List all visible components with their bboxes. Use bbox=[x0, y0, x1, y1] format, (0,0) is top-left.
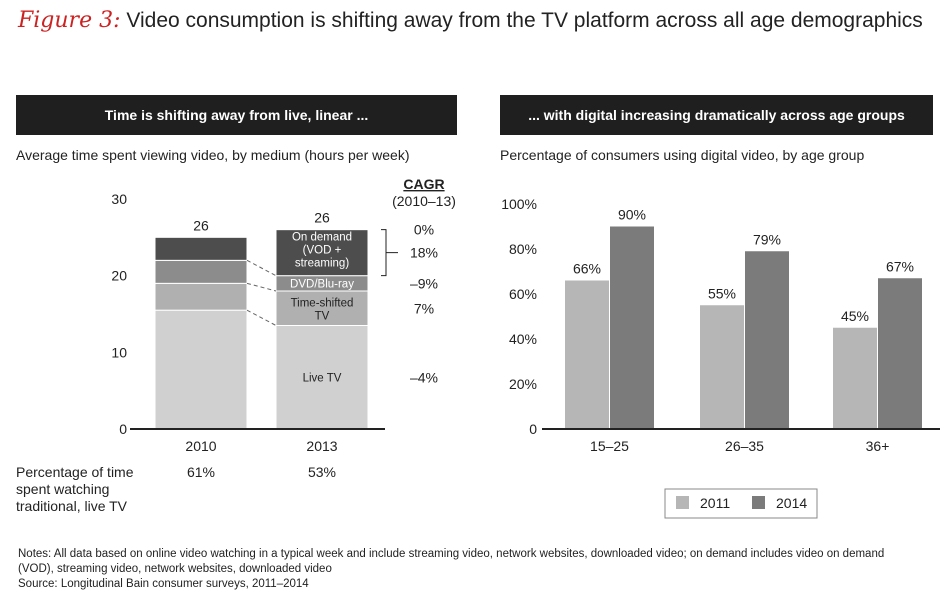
legend-label-2011: 2011 bbox=[700, 495, 730, 511]
notes-line-2: (VOD), streaming video, network websites… bbox=[18, 563, 332, 575]
connector-line bbox=[246, 282, 277, 292]
right-ytick-label: 40% bbox=[509, 331, 537, 347]
right-ytick-label: 20% bbox=[509, 376, 537, 392]
pct-value: 61% bbox=[187, 464, 215, 480]
right-ytick-label: 60% bbox=[509, 286, 537, 302]
segment-label-dvd: DVD/Blu-ray bbox=[290, 278, 354, 290]
right-xtick-label: 26–35 bbox=[725, 438, 764, 454]
left-ytick-label: 20 bbox=[111, 268, 127, 284]
bar-2014 bbox=[610, 226, 654, 429]
left-xtick-label: 2010 bbox=[185, 438, 216, 454]
right-chart-subtitle: Percentage of consumers using digital vi… bbox=[500, 147, 865, 163]
notes-line-1: Notes: All data based on online video wa… bbox=[18, 548, 885, 560]
pct-value: 53% bbox=[308, 464, 336, 480]
bar-total-label: 26 bbox=[314, 210, 330, 226]
right-xtick-label: 15–25 bbox=[590, 438, 629, 454]
left-ytick-label: 10 bbox=[111, 344, 127, 360]
bar-2011 bbox=[565, 280, 609, 429]
bar-value-label: 55% bbox=[708, 285, 736, 301]
segment-label-time-shifted: Time-shifted bbox=[291, 297, 354, 309]
pct-label-line: traditional, live TV bbox=[16, 498, 128, 514]
bar-value-label: 66% bbox=[573, 261, 601, 277]
bar-segment-on-demand bbox=[154, 236, 248, 261]
bar-segment-time-shifted bbox=[275, 290, 369, 326]
segment-label-streaming: streaming) bbox=[295, 258, 349, 270]
cagr-value: 7% bbox=[414, 300, 434, 316]
left-xtick-label: 2013 bbox=[306, 438, 337, 454]
legend-swatch-2011 bbox=[676, 496, 689, 509]
bar-segment-time-shifted bbox=[154, 282, 248, 311]
left-ytick-label: 0 bbox=[119, 421, 127, 437]
connector-line bbox=[246, 309, 277, 326]
legend-swatch-2014 bbox=[752, 496, 765, 509]
notes: Notes: All data based on online video wa… bbox=[18, 547, 933, 592]
right-ytick-label: 0 bbox=[529, 421, 537, 437]
pct-label-line: Percentage of time bbox=[16, 464, 134, 480]
bar-segment-live-tv bbox=[275, 325, 369, 430]
pct-label-line: spent watching bbox=[16, 481, 109, 497]
bar-total-label: 26 bbox=[193, 217, 209, 233]
right-ytick-label: 80% bbox=[509, 241, 537, 257]
bar-2011 bbox=[700, 305, 744, 429]
connector-line bbox=[246, 259, 277, 277]
bar-segment-live-tv bbox=[154, 309, 248, 430]
left-ytick-label: 30 bbox=[111, 191, 127, 207]
cagr-title: CAGR bbox=[403, 176, 444, 192]
figure-title-text: Video consumption is shifting away from … bbox=[126, 9, 923, 32]
left-panel-header: Time is shifting away from live, linear … bbox=[16, 95, 457, 135]
bar-2014 bbox=[878, 278, 922, 429]
segment-label-live-tv: Live TV bbox=[303, 372, 342, 384]
segment-label-vod: (VOD + bbox=[303, 245, 342, 257]
bar-2011 bbox=[833, 327, 877, 429]
legend-box bbox=[664, 488, 818, 519]
bar-2014 bbox=[745, 251, 789, 429]
bar-value-label: 90% bbox=[618, 207, 646, 223]
cagr-value: –9% bbox=[410, 275, 438, 291]
right-panel-header: ... with digital increasing dramatically… bbox=[500, 95, 933, 135]
source-line: Source: Longitudinal Bain consumer surve… bbox=[18, 578, 309, 590]
right-xtick-label: 36+ bbox=[866, 438, 890, 454]
bar-segment-on-demand bbox=[275, 229, 369, 277]
figure-title: Figure 3: Video consumption is shifting … bbox=[18, 8, 923, 33]
right-ytick-label: 100% bbox=[501, 196, 537, 212]
bar-value-label: 79% bbox=[753, 231, 781, 247]
bar-segment-dvd-bluray bbox=[154, 259, 248, 284]
cagr-period: (2010–13) bbox=[392, 193, 456, 209]
bar-value-label: 45% bbox=[841, 308, 869, 324]
bar-value-label: 67% bbox=[886, 258, 914, 274]
figure-label: Figure 3: bbox=[18, 8, 121, 33]
cagr-value: 0% bbox=[414, 222, 434, 238]
segment-label-tv: TV bbox=[315, 310, 330, 322]
cagr-value: –4% bbox=[410, 369, 438, 385]
cagr-bracket bbox=[381, 229, 398, 277]
cagr-value: 18% bbox=[410, 245, 438, 261]
segment-label-on-demand: On demand bbox=[292, 232, 352, 244]
left-chart-subtitle: Average time spent viewing video, by med… bbox=[16, 147, 410, 163]
legend-label-2014: 2014 bbox=[776, 495, 807, 511]
